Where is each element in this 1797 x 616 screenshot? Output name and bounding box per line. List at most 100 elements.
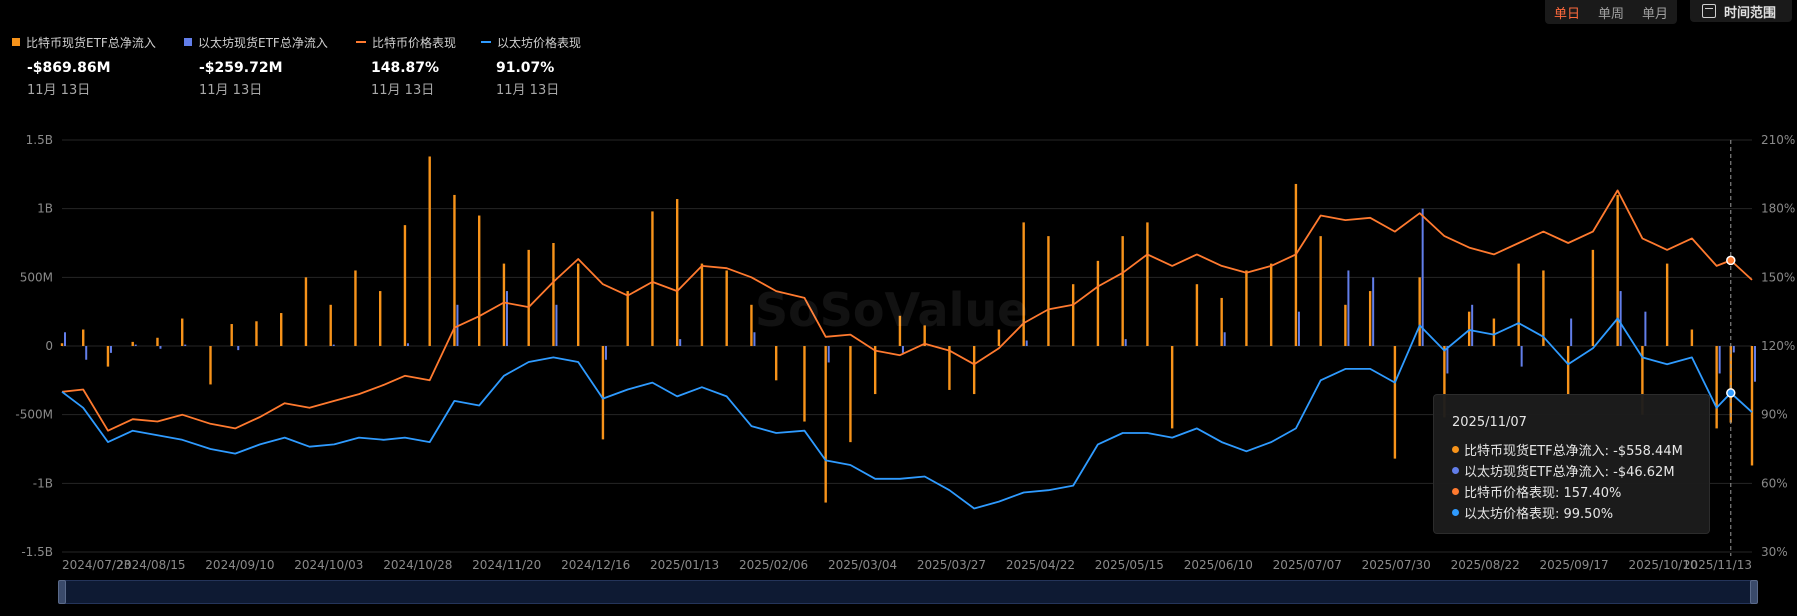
chart-bar (1195, 284, 1199, 346)
chart-bar (1591, 249, 1595, 346)
x-tick-label: 2024/07/23 (62, 558, 131, 572)
chart-bar (131, 341, 134, 346)
chart-bar (527, 249, 530, 346)
y-right-tick-label: 30% (1761, 545, 1788, 559)
chart-bar (1393, 346, 1397, 459)
chart-bar (1269, 263, 1273, 346)
chart-bar (1754, 346, 1756, 382)
tooltip-row: 比特币价格表现: 157.40% (1452, 482, 1621, 501)
x-tick-label: 2025/07/30 (1362, 558, 1431, 572)
legend-item-eth-flow[interactable]: 以太坊现货ETF总净流入 -$259.72M 11月 13日 (184, 34, 356, 98)
legend-swatch (12, 38, 20, 46)
chart-bar (1492, 318, 1496, 346)
x-tick-label: 2025/04/22 (1006, 558, 1075, 572)
chart-bar (354, 270, 357, 346)
x-tick-label: 2025/09/17 (1540, 558, 1609, 572)
x-tick-label: 2024/10/28 (383, 558, 452, 572)
chart-bar (626, 291, 629, 346)
range-slider-right-handle[interactable] (1750, 580, 1758, 604)
chart-bar (1718, 346, 1721, 374)
chart-bar (329, 304, 332, 346)
legend-label: 以太坊价格表现 (497, 35, 582, 50)
tooltip-row: 以太坊现货ETF总净流入: -$46.62M (1452, 461, 1675, 480)
legend-label: 比特币现货ETF总净流入 (26, 35, 156, 50)
chart-bar (1732, 346, 1735, 353)
chart-bar (230, 324, 233, 346)
range-slider-track[interactable] (62, 580, 1756, 604)
chart-bar (555, 304, 558, 346)
granularity-monthly-button[interactable]: 单月 (1641, 6, 1668, 22)
chart-bar (1641, 346, 1644, 415)
legend-item-eth-price[interactable]: 以太坊价格表现 91.07% 11月 13日 (481, 34, 606, 98)
chart-bar (1644, 311, 1647, 346)
granularity-weekly-button[interactable]: 单周 (1597, 6, 1624, 22)
chart-bar (1372, 277, 1375, 346)
x-tick-label: 2025/10/10 (1628, 558, 1697, 572)
x-tick-label: 2024/11/20 (472, 558, 541, 572)
chart-bar (604, 346, 607, 360)
x-tick-label: 2024/09/10 (205, 558, 274, 572)
legend-value: -$259.72M (199, 60, 283, 76)
chart-bar (774, 346, 778, 381)
chart-bar (1025, 340, 1028, 346)
chart-bar (1368, 291, 1372, 346)
x-tick-label: 2025/05/15 (1095, 558, 1164, 572)
chart-bar (184, 344, 187, 346)
chart-bar (901, 346, 904, 353)
chart-bar (753, 332, 756, 346)
chart-bar (1294, 183, 1298, 346)
time-range-label: 时间范围 (1724, 5, 1777, 21)
y-left-tick-label: -500M (15, 408, 53, 422)
chart-bar (1124, 339, 1127, 346)
chart-bar (725, 270, 728, 346)
tooltip-text: 以太坊价格表现: 99.50% (1464, 507, 1614, 522)
chart-bar (1096, 260, 1100, 346)
tooltip-text: 比特币现货ETF总净流入: -$558.44M (1464, 444, 1683, 459)
x-tick-label: 2024/08/15 (116, 558, 185, 572)
chart-bar (1421, 208, 1424, 346)
tooltip-dot (1452, 467, 1459, 474)
legend-swatch (481, 41, 491, 43)
time-range-button[interactable]: 时间范围 (1690, 0, 1792, 22)
legend-label: 比特币价格表现 (372, 35, 457, 50)
chart-bar (923, 325, 926, 346)
granularity-switch: 单日 单周 单月 (1545, 0, 1677, 24)
x-tick-label: 2025/11/13 (1683, 558, 1752, 572)
y-left-tick-label: 1B (37, 202, 53, 216)
x-tick-label: 2025/03/04 (828, 558, 897, 572)
chart-bar (106, 346, 110, 367)
chart-bar (304, 277, 308, 346)
legend-date: 11月 13日 (199, 83, 263, 98)
y-right-tick-label: 150% (1761, 270, 1795, 284)
tooltip-date: 2025/11/07 (1452, 415, 1527, 430)
chart-bar (1665, 263, 1669, 346)
chart-bar (948, 346, 951, 390)
chart-bar (134, 344, 137, 346)
watermark: SoSoValue (755, 283, 1029, 337)
x-tick-label: 2025/06/10 (1184, 558, 1253, 572)
granularity-daily-button[interactable]: 单日 (1553, 6, 1580, 22)
range-slider-left-handle[interactable] (58, 580, 66, 604)
legend-item-btc-price[interactable]: 比特币价格表现 148.87% 11月 13日 (356, 34, 481, 98)
calendar-icon (1702, 4, 1716, 18)
chart-bar (997, 329, 1001, 346)
chart-bar (379, 291, 382, 346)
series-hover-point (1726, 388, 1736, 398)
tooltip-dot (1452, 488, 1459, 495)
chart-bar (1446, 346, 1449, 374)
chart-bar (849, 346, 852, 443)
x-tick-label: 2025/07/07 (1273, 558, 1342, 572)
chart-bar (1471, 304, 1474, 346)
chart-bar (750, 304, 753, 346)
legend-item-btc-flow[interactable]: 比特币现货ETF总净流入 -$869.86M 11月 13日 (12, 34, 184, 98)
chart-bar (972, 346, 976, 395)
chart-bar (428, 156, 431, 346)
chart-bar (64, 332, 66, 346)
tooltip-dot (1452, 509, 1459, 516)
x-tick-label: 2025/03/27 (917, 558, 986, 572)
chart-bar (1467, 311, 1471, 346)
x-tick-label: 2025/01/13 (650, 558, 719, 572)
y-right-tick-label: 120% (1761, 339, 1795, 353)
chart-bar (209, 346, 212, 385)
